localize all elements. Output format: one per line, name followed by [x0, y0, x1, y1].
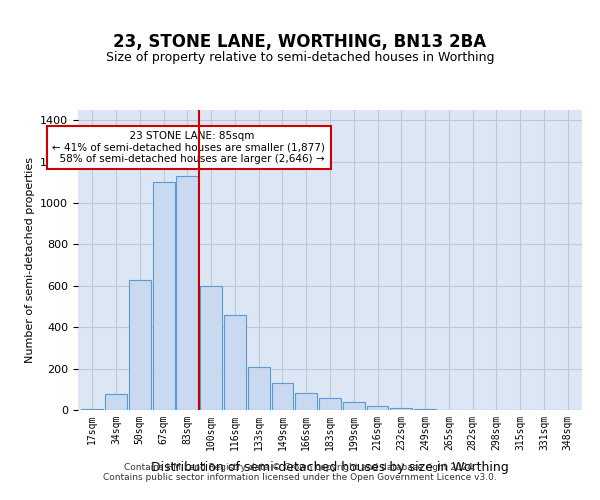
Text: Contains HM Land Registry data © Crown copyright and database right 2024.: Contains HM Land Registry data © Crown c… — [124, 463, 476, 472]
Bar — [343, 402, 365, 410]
Bar — [295, 394, 317, 410]
Bar — [319, 398, 341, 410]
Bar — [367, 406, 388, 410]
Bar — [224, 315, 246, 410]
Bar — [82, 409, 103, 410]
Bar — [105, 394, 127, 410]
Text: 23 STONE LANE: 85sqm
← 41% of semi-detached houses are smaller (1,877)
  58% of : 23 STONE LANE: 85sqm ← 41% of semi-detac… — [52, 131, 325, 164]
Bar — [152, 182, 175, 410]
X-axis label: Distribution of semi-detached houses by size in Worthing: Distribution of semi-detached houses by … — [151, 461, 509, 474]
Text: 23, STONE LANE, WORTHING, BN13 2BA: 23, STONE LANE, WORTHING, BN13 2BA — [113, 34, 487, 52]
Bar — [200, 286, 222, 410]
Bar — [176, 176, 198, 410]
Bar — [248, 366, 269, 410]
Y-axis label: Number of semi-detached properties: Number of semi-detached properties — [25, 157, 35, 363]
Text: Size of property relative to semi-detached houses in Worthing: Size of property relative to semi-detach… — [106, 51, 494, 64]
Bar — [129, 280, 151, 410]
Bar — [391, 408, 412, 410]
Bar — [414, 409, 436, 410]
Text: Contains public sector information licensed under the Open Government Licence v3: Contains public sector information licen… — [103, 473, 497, 482]
Bar — [272, 383, 293, 410]
